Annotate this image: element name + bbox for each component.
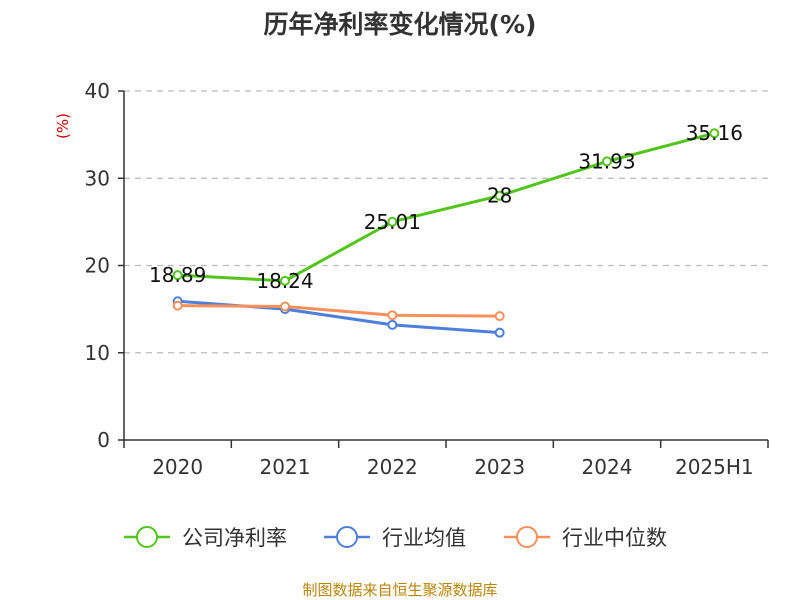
- series-line: [177, 304, 500, 318]
- data-point: [494, 190, 505, 201]
- y-tick-label: 40: [85, 79, 110, 103]
- data-point: [387, 319, 398, 330]
- data-point: [494, 327, 505, 338]
- axes: [118, 90, 769, 448]
- y-axis-unit-label: (%): [54, 113, 72, 139]
- legend-entry: 行业均值: [382, 526, 466, 550]
- data-source-note: 制图数据来自恒生聚源数据库: [302, 581, 497, 599]
- legend-marker: [336, 526, 358, 548]
- chart-title: 历年净利率变化情况(%): [264, 10, 537, 39]
- data-label: 28: [487, 184, 512, 208]
- data-label: 25.01: [364, 210, 421, 234]
- data-point: [709, 128, 720, 139]
- data-label: 18.89: [149, 263, 206, 287]
- data-point: [494, 311, 505, 322]
- y-tick-label: 20: [85, 254, 110, 278]
- data-label: 35.16: [686, 121, 743, 145]
- x-axis-ticks: 2020 2021 2022 2023 2024 2025H1: [152, 455, 753, 479]
- data-point: [387, 216, 398, 227]
- legend-entry: 公司净利率: [182, 526, 287, 550]
- data-point: [602, 156, 612, 167]
- data-point: [172, 300, 183, 311]
- legend-entry: 行业中位数: [562, 526, 667, 550]
- y-tick-label: 0: [97, 428, 110, 452]
- data-point: [172, 270, 183, 281]
- data-labels: 18.89 18.24 25.01 28 31.93 35.16: [149, 121, 743, 293]
- data-label: 31.93: [578, 149, 635, 173]
- series-line: [177, 131, 715, 283]
- y-tick-label: 10: [85, 341, 110, 365]
- x-tick-label: 2024: [582, 455, 633, 479]
- x-tick-label: 2023: [474, 455, 525, 479]
- legend: 公司净利率 行业均值 行业中位数: [124, 526, 667, 550]
- series-lines: [172, 128, 720, 338]
- data-label: 18.24: [256, 269, 313, 293]
- grid-lines: [124, 90, 768, 354]
- x-tick-label: 2025H1: [675, 455, 754, 479]
- x-tick-label: 2021: [260, 455, 311, 479]
- y-tick-label: 30: [85, 166, 110, 190]
- legend-marker: [136, 526, 158, 548]
- x-tick-label: 2022: [367, 455, 418, 479]
- data-point: [280, 301, 290, 312]
- data-point: [387, 310, 398, 321]
- legend-marker: [516, 526, 538, 548]
- y-axis-ticks: 0 10 20 30 40: [85, 79, 110, 452]
- data-point: [280, 275, 290, 286]
- x-tick-label: 2020: [152, 455, 203, 479]
